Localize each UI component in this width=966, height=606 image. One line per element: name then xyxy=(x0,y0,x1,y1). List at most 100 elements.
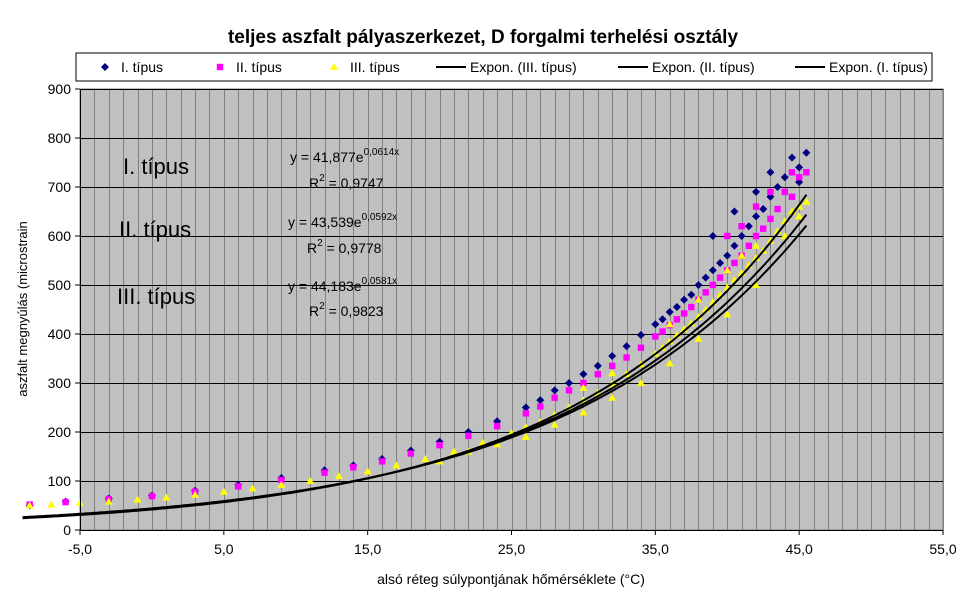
data-point xyxy=(493,422,501,430)
data-point xyxy=(780,232,789,239)
legend: I. típus II. típus III. típus Expon. (III. … xyxy=(75,52,933,82)
y-tick-label: 800 xyxy=(48,130,72,146)
y-axis-ticks: 0 100 200 300 400 500 600 700 800 900 xyxy=(48,81,80,538)
data-point xyxy=(219,487,228,495)
data-point xyxy=(716,274,724,281)
data-point xyxy=(752,241,761,249)
data-point xyxy=(637,344,645,351)
legend-label: II. típus xyxy=(236,59,282,75)
data-point xyxy=(773,183,782,191)
data-point xyxy=(550,420,559,428)
data-point xyxy=(745,242,753,249)
data-point xyxy=(680,310,688,317)
data-point xyxy=(688,303,695,311)
equation-text: y = 41,877e0,0614x xyxy=(290,147,399,165)
data-point xyxy=(723,266,732,274)
y-tick-label: 300 xyxy=(48,375,72,391)
data-point xyxy=(363,467,372,475)
data-point xyxy=(665,320,674,328)
data-point xyxy=(25,501,34,509)
data-point xyxy=(436,442,443,449)
data-point xyxy=(760,225,767,232)
data-point xyxy=(716,258,725,267)
data-point xyxy=(565,387,573,394)
data-point xyxy=(133,495,142,503)
data-point xyxy=(148,492,156,500)
data-point xyxy=(788,169,796,176)
data-point xyxy=(673,316,681,323)
data-point xyxy=(767,215,774,223)
data-point xyxy=(795,212,804,220)
data-point xyxy=(248,484,257,492)
data-point xyxy=(580,379,587,387)
data-point xyxy=(62,498,69,506)
y-tick-label: 600 xyxy=(48,228,72,244)
data-point xyxy=(636,330,645,339)
legend-marker-square xyxy=(216,63,224,71)
data-point xyxy=(565,379,574,387)
data-point xyxy=(723,310,732,318)
data-point xyxy=(709,281,717,289)
data-point xyxy=(608,369,617,377)
data-point xyxy=(608,352,617,361)
data-point xyxy=(687,290,696,299)
x-axis-ticks: -5,0 5,0 15,0 25,0 35,0 45,0 55,0 xyxy=(68,530,957,557)
data-point xyxy=(803,169,810,176)
data-point xyxy=(788,193,796,200)
data-point xyxy=(278,476,285,484)
chart-title: teljes aszfalt pályaszerkezet, D forgalm… xyxy=(228,27,738,48)
data-point xyxy=(334,472,343,480)
data-point xyxy=(787,153,796,162)
data-point xyxy=(551,394,558,401)
data-point xyxy=(665,307,674,316)
data-point xyxy=(766,236,775,244)
y-tick-label: 700 xyxy=(48,179,72,195)
data-point xyxy=(321,469,328,476)
data-point xyxy=(672,303,681,312)
y-tick-label: 200 xyxy=(48,424,72,440)
data-point xyxy=(47,500,56,508)
plot-area xyxy=(22,88,944,531)
data-point xyxy=(636,379,645,386)
trendline-3 xyxy=(22,194,808,520)
data-point xyxy=(766,168,775,177)
data-point xyxy=(759,205,768,214)
legend-label: III. típus xyxy=(350,59,400,75)
data-point xyxy=(767,188,774,196)
data-point xyxy=(608,393,617,401)
x-tick-label: 45,0 xyxy=(786,541,813,557)
data-point xyxy=(730,207,739,216)
data-point xyxy=(687,319,696,327)
data-point xyxy=(680,295,689,304)
data-point xyxy=(306,477,315,484)
legend-label: Expon. (III. típus) xyxy=(470,59,577,75)
data-point xyxy=(536,396,545,405)
data-point xyxy=(802,148,811,157)
data-point xyxy=(522,410,530,417)
y-tick-label: 500 xyxy=(48,277,72,293)
data-point xyxy=(724,232,731,240)
data-point xyxy=(780,173,789,182)
data-point xyxy=(737,232,746,240)
data-point xyxy=(651,320,660,329)
legend-marker-triangle xyxy=(330,63,338,70)
legend-label: Expon. (II. típus) xyxy=(652,59,755,75)
legend-marker-diamond xyxy=(101,63,109,71)
type-label: III. típus xyxy=(117,284,195,309)
data-point xyxy=(802,197,811,205)
x-tick-label: -5,0 xyxy=(68,541,92,557)
type-label: II. típus xyxy=(119,217,191,242)
data-point xyxy=(550,386,559,395)
data-point xyxy=(235,483,242,490)
data-point xyxy=(623,354,630,361)
data-point xyxy=(702,289,709,296)
data-point xyxy=(701,273,710,282)
data-point xyxy=(537,403,544,410)
r-squared-text: R2 = 0,9778 xyxy=(307,238,382,256)
data-point xyxy=(407,450,415,457)
data-point xyxy=(795,174,803,181)
y-tick-label: 100 xyxy=(48,473,72,489)
y-tick-label: 0 xyxy=(63,522,71,538)
data-point xyxy=(694,281,703,289)
equation-text: y = 44,183e0,0581x xyxy=(288,276,397,294)
